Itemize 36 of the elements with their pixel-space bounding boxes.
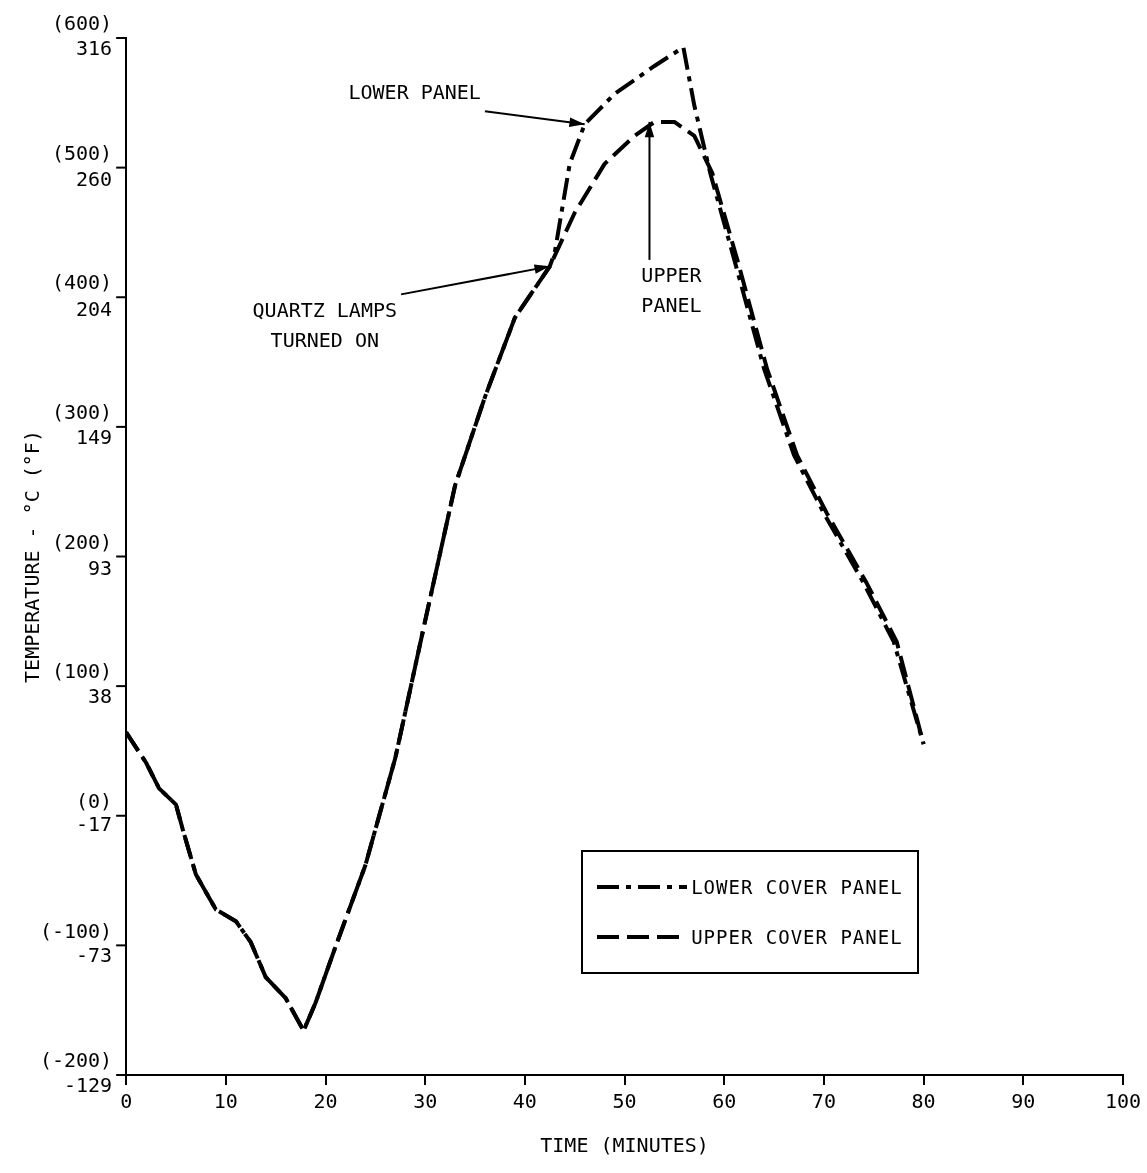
legend-label: LOWER COVER PANEL	[691, 876, 903, 898]
x-tick-label: 30	[413, 1089, 438, 1114]
annotation: UPPER PANEL	[641, 263, 703, 318]
y2-tick-label: (100)	[51, 659, 113, 684]
x-axis-title: TIME (MINUTES)	[540, 1133, 709, 1158]
y2-tick-label: (200)	[51, 529, 113, 554]
y-tick-label: -17	[76, 812, 113, 837]
y-tick-label: 204	[76, 297, 113, 322]
y2-tick-label: (600)	[51, 11, 113, 36]
annotation: LOWER PANEL	[348, 80, 481, 105]
y-tick-label: 149	[76, 425, 113, 450]
legend-label: UPPER COVER PANEL	[691, 926, 903, 948]
y2-tick-label: (500)	[51, 140, 113, 165]
x-tick-label: 80	[911, 1089, 936, 1114]
y-tick-label: 260	[76, 166, 113, 191]
y-tick-label: 38	[88, 684, 113, 709]
x-tick-label: 50	[612, 1089, 637, 1114]
y-tick-label: -129	[63, 1073, 113, 1098]
annotation: QUARTZ LAMPS TURNED ON	[252, 297, 398, 352]
y2-tick-label: (-200)	[39, 1048, 113, 1073]
y2-tick-label: (-100)	[39, 918, 113, 943]
x-tick-label: 90	[1011, 1089, 1036, 1114]
y2-axis-title: TEMPERATURE - °C (°F)	[20, 430, 45, 683]
y2-tick-label: (300)	[51, 400, 113, 425]
x-tick-label: 10	[213, 1089, 238, 1114]
y2-tick-label: (400)	[51, 270, 113, 295]
x-tick-label: 70	[811, 1089, 836, 1114]
x-tick-label: 100	[1104, 1089, 1141, 1114]
x-tick-label: 0	[120, 1089, 133, 1114]
x-tick-label: 40	[512, 1089, 537, 1114]
y-tick-label: 93	[88, 555, 113, 580]
x-tick-label: 60	[712, 1089, 737, 1114]
y-tick-label: 316	[76, 36, 113, 61]
y2-tick-label: (0)	[76, 788, 113, 813]
x-tick-label: 20	[313, 1089, 338, 1114]
y-tick-label: -73	[76, 942, 113, 967]
